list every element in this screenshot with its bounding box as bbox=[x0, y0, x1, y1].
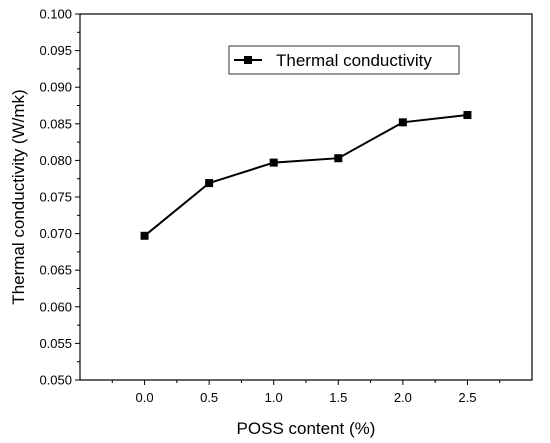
x-tick-label: 2.5 bbox=[458, 390, 476, 405]
legend-marker bbox=[244, 56, 252, 64]
y-tick-label: 0.085 bbox=[39, 116, 72, 131]
y-tick-label: 0.055 bbox=[39, 336, 72, 351]
y-tick-label: 0.050 bbox=[39, 373, 72, 388]
data-point bbox=[463, 111, 472, 120]
y-tick-label: 0.065 bbox=[39, 263, 72, 278]
x-tick-label: 0.0 bbox=[136, 390, 154, 405]
x-axis-title: POSS content (%) bbox=[237, 419, 376, 438]
x-tick-label: 1.5 bbox=[329, 390, 347, 405]
x-tick-label: 2.0 bbox=[394, 390, 412, 405]
y-axis-ticks: 0.050 0.055 0.060 0.065 0.070 0.075 0.080 0.085… bbox=[39, 7, 80, 388]
data-point bbox=[398, 118, 407, 127]
y-axis-title: Thermal conductivity (W/mk) bbox=[9, 89, 28, 304]
y-tick-label: 0.060 bbox=[39, 299, 72, 314]
y-tick-label: 0.070 bbox=[39, 226, 72, 241]
y-tick-label: 0.095 bbox=[39, 43, 72, 58]
x-tick-label: 0.5 bbox=[200, 390, 218, 405]
data-point bbox=[269, 158, 278, 167]
data-point bbox=[140, 231, 149, 240]
y-tick-label: 0.090 bbox=[39, 80, 72, 95]
legend-box bbox=[228, 45, 460, 75]
data-point bbox=[205, 179, 214, 188]
x-tick-label: 1.0 bbox=[265, 390, 283, 405]
y-tick-label: 0.080 bbox=[39, 153, 72, 168]
series-layer bbox=[140, 111, 472, 240]
x-axis-ticks: 0.0 0.5 1.0 1.5 2.0 2.5 bbox=[111, 380, 501, 405]
legend-label: Thermal conductivity bbox=[276, 51, 432, 70]
data-point bbox=[334, 154, 343, 163]
y-tick-label: 0.075 bbox=[39, 190, 72, 205]
legend: Thermal conductivity bbox=[228, 45, 460, 75]
y-tick-label: 0.100 bbox=[39, 7, 72, 22]
series-line bbox=[143, 114, 468, 237]
